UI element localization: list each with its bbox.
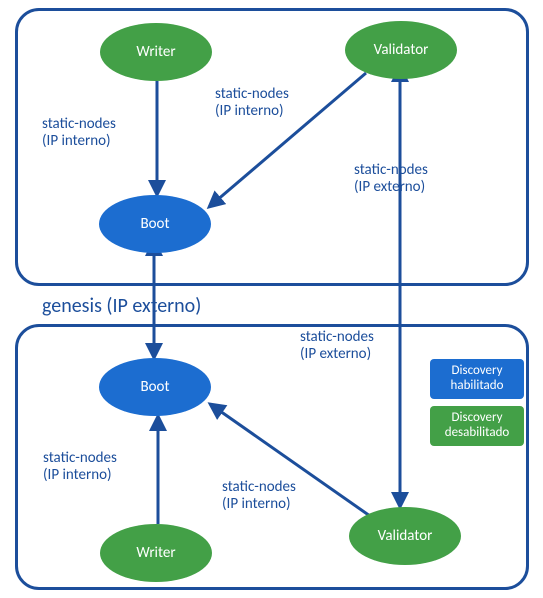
label-line2: (IP interno)	[42, 132, 111, 150]
node-bot-boot: Boot	[99, 358, 211, 416]
node-label: Validator	[374, 42, 429, 59]
label-genesis: genesis (IP externo)	[42, 296, 201, 316]
node-label: Writer	[136, 545, 175, 562]
node-bot-validator: Validator	[349, 507, 461, 565]
legend-desabilitado: Discovery desabilitado	[430, 406, 524, 446]
label-line2: (IP interno)	[215, 102, 284, 120]
label-validator-bot: static-nodes (IP interno)	[222, 479, 296, 514]
node-top-writer: Writer	[100, 23, 212, 81]
node-label: Validator	[378, 528, 433, 545]
label-line1: static-nodes	[222, 478, 296, 496]
node-label: Boot	[140, 379, 169, 396]
label-line1: static-nodes	[42, 115, 116, 133]
label-line1: static-nodes	[300, 328, 374, 346]
label-line1: static-nodes	[354, 161, 428, 179]
label-validator-top: static-nodes (IP interno)	[215, 86, 289, 121]
label-line2: (IP externo)	[354, 178, 425, 196]
label-line2: (IP interno)	[43, 466, 112, 484]
label-line2: (IP externo)	[300, 345, 371, 363]
label-validators-ext-top: static-nodes (IP externo)	[354, 162, 428, 197]
label-line1: static-nodes	[43, 449, 117, 467]
label-line1: genesis (IP externo)	[42, 294, 201, 318]
label-line2: (IP interno)	[222, 495, 291, 513]
node-bot-writer: Writer	[100, 524, 212, 582]
legend-habilitado: Discovery habilitado	[430, 359, 524, 399]
label-validators-ext-bot: static-nodes (IP externo)	[300, 329, 374, 364]
label-writer-bot: static-nodes (IP interno)	[43, 450, 117, 485]
node-label: Writer	[136, 44, 175, 61]
node-label: Boot	[140, 216, 169, 233]
label-writer-top: static-nodes (IP interno)	[42, 116, 116, 151]
node-top-boot: Boot	[99, 195, 211, 253]
legend-text: Discovery desabilitado	[436, 411, 518, 441]
label-line1: static-nodes	[215, 85, 289, 103]
node-top-validator: Validator	[345, 21, 457, 79]
legend-text: Discovery habilitado	[436, 364, 518, 394]
